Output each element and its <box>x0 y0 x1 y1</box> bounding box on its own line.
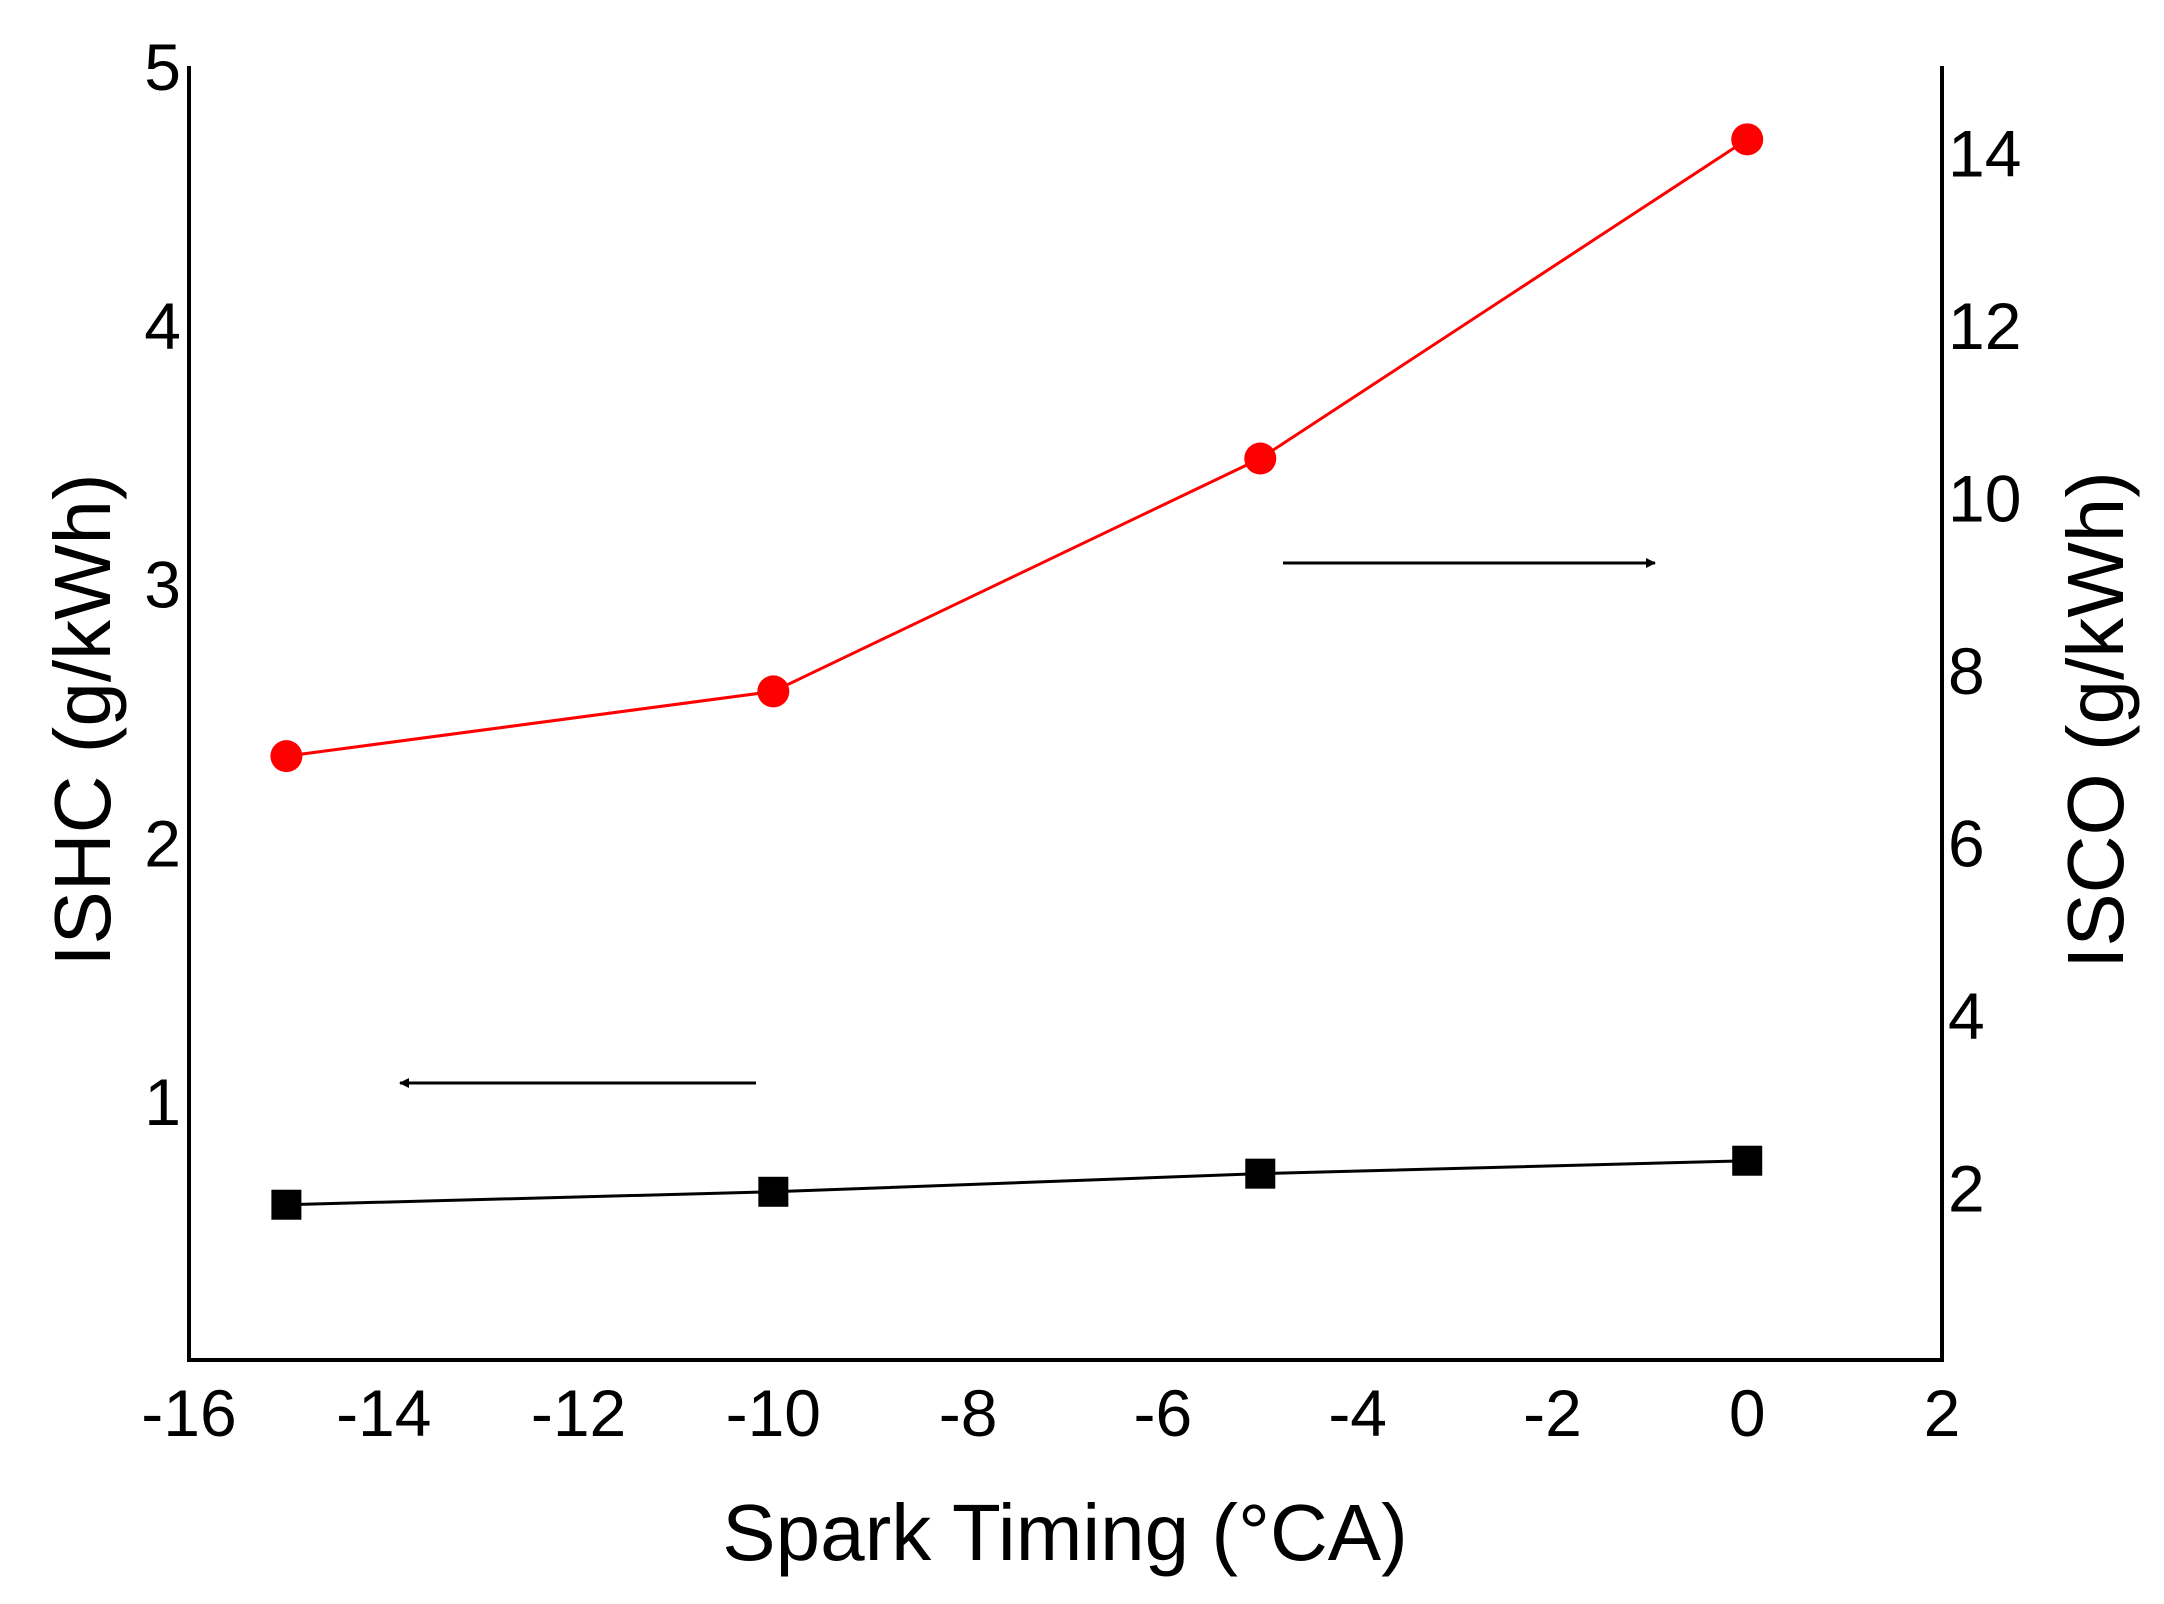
data-point-ishc <box>758 1176 789 1207</box>
x-axis-title: Spark Timing (°CA) <box>722 1488 1407 1577</box>
x-tick-label: -14 <box>336 1376 431 1450</box>
data-point-ishc <box>1732 1145 1763 1176</box>
y-right-axis-title: ISCO (g/kWh) <box>2051 471 2140 969</box>
data-point-isco <box>1244 442 1277 475</box>
y-right-tick-labels: 2 4 6 8 10 12 14 <box>1948 116 2021 1225</box>
y-left-tick-label: 1 <box>144 1065 181 1139</box>
y-left-tick-labels: 1 2 3 4 5 <box>144 30 181 1139</box>
x-tick-label: 0 <box>1729 1376 1766 1450</box>
y-right-tick-label: 10 <box>1948 461 2021 535</box>
y-right-tick-label: 12 <box>1948 289 2021 363</box>
x-tick-label: -12 <box>531 1376 626 1450</box>
x-tick-label: -2 <box>1523 1376 1582 1450</box>
data-point-isco <box>1731 123 1764 156</box>
data-point-ishc <box>1245 1158 1276 1189</box>
y-right-tick-label: 4 <box>1948 979 1985 1053</box>
y-left-tick-label: 5 <box>144 30 181 104</box>
x-tick-label: -16 <box>141 1376 236 1450</box>
y-left-axis-title: ISHC (g/kWh) <box>38 473 127 966</box>
y-right-tick-label: 8 <box>1948 634 1985 708</box>
y-right-tick-label: 14 <box>1948 116 2021 190</box>
y-left-tick-label: 3 <box>144 548 181 622</box>
data-point-isco <box>270 740 303 773</box>
series-layer <box>270 123 1764 1220</box>
y-right-tick-label: 6 <box>1948 806 1985 880</box>
x-tick-labels: -16 -14 -12 -10 -8 -6 -4 -2 0 2 <box>141 1376 1960 1450</box>
x-tick-label: -8 <box>939 1376 998 1450</box>
y-right-tick-label: 2 <box>1948 1151 1985 1225</box>
series-line-isco <box>286 138 1749 758</box>
x-tick-label: 2 <box>1924 1376 1961 1450</box>
series-line-ishc <box>286 1159 1748 1207</box>
x-tick-label: -6 <box>1134 1376 1193 1450</box>
x-tick-label: -4 <box>1328 1376 1387 1450</box>
y-left-tick-label: 2 <box>144 806 181 880</box>
x-tick-label: -10 <box>726 1376 821 1450</box>
data-point-ishc <box>271 1189 302 1220</box>
data-point-isco <box>757 675 790 708</box>
y-left-tick-label: 4 <box>144 289 181 363</box>
